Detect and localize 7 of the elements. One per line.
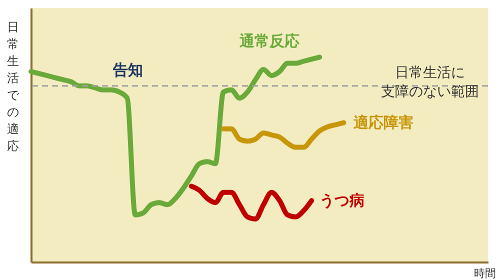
- series-label: 通常反応: [238, 32, 300, 50]
- ref-line-label: 日常生活に支障のない範囲: [381, 64, 479, 100]
- y-axis-title: 日常生活での適応: [7, 20, 20, 153]
- x-axis-title: 時間: [474, 267, 496, 280]
- series-label: 適応障害: [352, 114, 414, 132]
- series-label: うつ病: [320, 192, 365, 210]
- annotation: 告知: [112, 60, 144, 79]
